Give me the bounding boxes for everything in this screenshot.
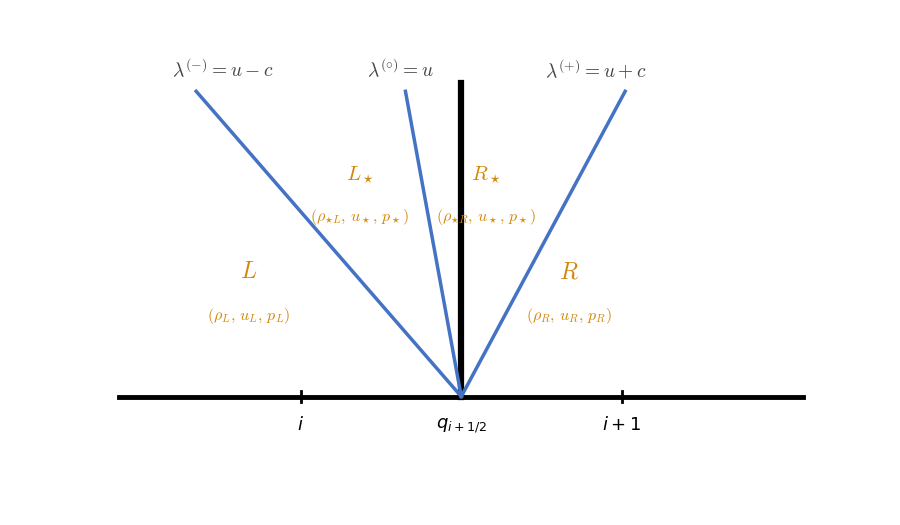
Text: $(\rho_{\star R},\, u_\star,\, p_\star)$: $(\rho_{\star R},\, u_\star,\, p_\star)$: [436, 206, 536, 226]
Text: $i$: $i$: [297, 416, 304, 434]
Text: $\lambda^{(-)} = u - c$: $\lambda^{(-)} = u - c$: [172, 58, 274, 81]
Text: $q_{i+1/2}$: $q_{i+1/2}$: [436, 416, 487, 435]
Text: $L_\star$: $L_\star$: [346, 165, 374, 186]
Text: $R_\star$: $R_\star$: [471, 165, 500, 186]
Text: $L$: $L$: [240, 259, 257, 284]
Text: $(\rho_{\star L},\, u_\star,\, p_\star)$: $(\rho_{\star L},\, u_\star,\, p_\star)$: [310, 206, 410, 226]
Text: $R$: $R$: [560, 259, 580, 284]
Text: $(\rho_L,\, u_L,\, p_L)$: $(\rho_L,\, u_L,\, p_L)$: [207, 306, 290, 326]
Text: $(\rho_R,\, u_R,\, p_R)$: $(\rho_R,\, u_R,\, p_R)$: [526, 306, 612, 326]
Text: $\lambda^{(+)} = u + c$: $\lambda^{(+)} = u + c$: [545, 58, 646, 81]
Text: $i+1$: $i+1$: [602, 416, 641, 434]
Text: $\lambda^{(\circ)} = u$: $\lambda^{(\circ)} = u$: [367, 58, 434, 81]
